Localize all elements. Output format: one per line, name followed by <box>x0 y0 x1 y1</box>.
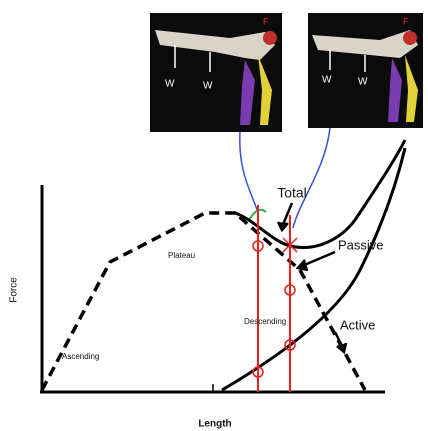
panel-label: W <box>203 81 213 92</box>
region-label: Plateau <box>168 251 195 260</box>
panel-label: W <box>165 79 175 90</box>
panel-label: F <box>403 16 409 26</box>
connector <box>293 128 330 228</box>
curve-label: Total <box>277 185 307 201</box>
y-axis-label: Force <box>9 277 20 303</box>
curve-label: Passive <box>338 237 384 252</box>
photo-panel: W W F <box>150 13 282 132</box>
region-label: Descending <box>244 317 286 326</box>
photo-panel: W W F <box>308 13 423 128</box>
region-label: Ascending <box>62 352 99 361</box>
panel-label: W <box>322 75 332 86</box>
panel-label: W <box>358 77 368 88</box>
active-curve <box>42 213 365 390</box>
arrows <box>278 203 346 352</box>
curve-label: Active <box>340 317 375 332</box>
diagram: W W F W W F Total Passive Active Plateau… <box>0 0 428 431</box>
x-axis-label: Length <box>198 419 231 430</box>
panel-label: F <box>263 16 269 26</box>
connector <box>240 132 258 212</box>
total-curve <box>235 140 405 248</box>
